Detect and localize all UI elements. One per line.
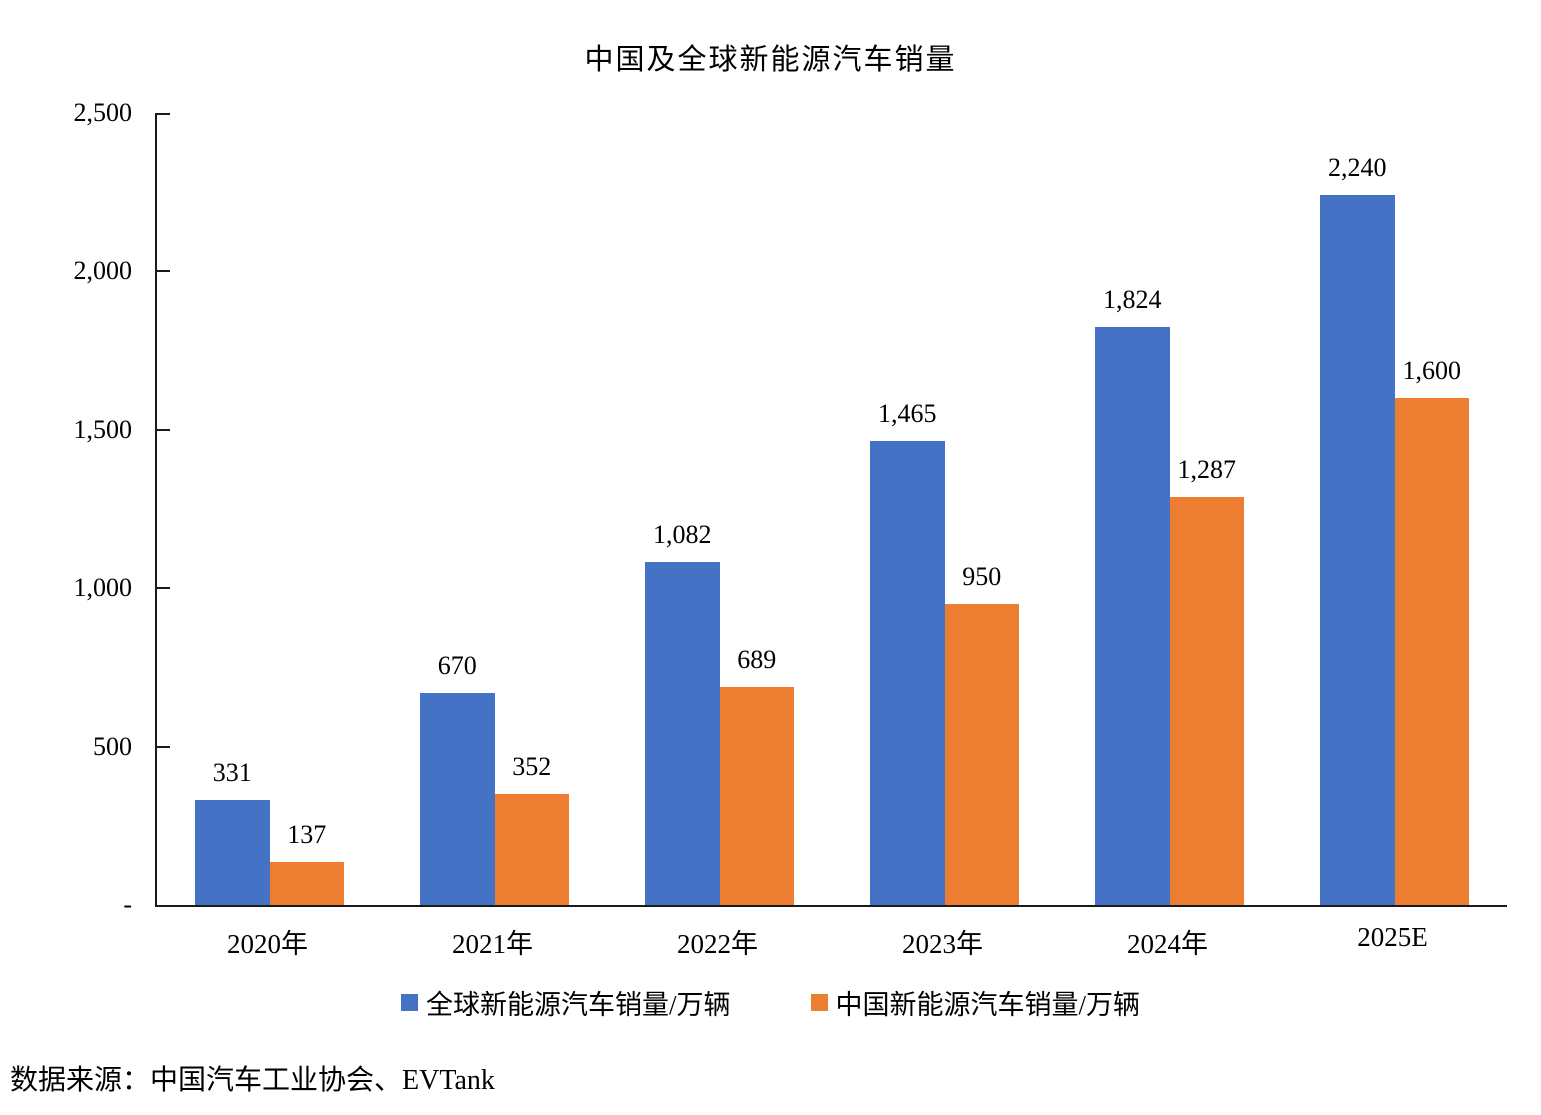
y-axis-label: 500 <box>93 731 132 761</box>
y-axis-label: 1,000 <box>73 573 133 603</box>
y-tick-mark <box>157 587 170 590</box>
x-category-label: 2022年 <box>677 929 758 959</box>
legend-swatch-icon <box>810 994 828 1011</box>
legend-item: 全球新能源汽车销量/万辆 <box>400 983 731 1022</box>
y-tick-mark <box>157 113 170 115</box>
x-category-label: 2023年 <box>902 929 983 959</box>
bar-value-label: 137 <box>287 819 327 849</box>
bar <box>719 686 794 905</box>
bar <box>645 562 720 905</box>
bar-value-label: 2,240 <box>1328 153 1387 183</box>
y-tick-mark <box>157 270 170 273</box>
legend: 全球新能源汽车销量/万辆 中国新能源汽车销量/万辆 <box>0 983 1541 1022</box>
bar-value-label: 1,824 <box>1103 285 1162 315</box>
legend-label: 全球新能源汽车销量/万辆 <box>425 990 731 1020</box>
x-category-label: 2020年 <box>227 929 308 959</box>
bar-value-label: 1,082 <box>653 520 712 550</box>
y-axis-label: 2,000 <box>73 256 133 286</box>
bar <box>1095 327 1170 905</box>
y-axis-label: - <box>123 890 132 919</box>
y-axis-label: 2,500 <box>73 98 133 127</box>
bar-value-label: 950 <box>962 562 1002 592</box>
y-tick-mark <box>157 745 170 748</box>
x-category-label: 2025E <box>1357 922 1428 952</box>
bar-value-label: 1,600 <box>1402 356 1462 386</box>
bar <box>1394 398 1469 905</box>
bar <box>269 861 344 905</box>
bar <box>195 800 270 905</box>
y-axis: - 500 1,000 1,500 2,000 2,500 <box>0 99 133 919</box>
legend-swatch-icon <box>400 994 418 1011</box>
y-axis-label: 1,500 <box>73 414 133 444</box>
legend-item: 中国新能源汽车销量/万辆 <box>810 983 1141 1022</box>
plot-area: 331 137 670 352 1,082 689 1,465 950 1,824 1,287 2,… <box>155 113 1507 907</box>
legend-label: 中国新能源汽车销量/万辆 <box>835 990 1141 1020</box>
x-category-label: 2021年 <box>452 929 533 959</box>
bar <box>870 440 945 905</box>
bar-value-label: 1,465 <box>878 398 937 428</box>
chart-title: 中国及全球新能源汽车销量 <box>584 44 957 76</box>
x-category-label: 2024年 <box>1127 929 1208 959</box>
bar <box>1169 497 1244 905</box>
bar-value-label: 670 <box>437 650 477 680</box>
bar-value-label: 331 <box>212 758 252 788</box>
bar <box>420 692 495 905</box>
bar-value-label: 689 <box>737 644 777 674</box>
bar <box>1320 195 1395 905</box>
bar-value-label: 352 <box>512 751 552 781</box>
y-tick-mark <box>157 428 170 431</box>
x-axis: 2020年 2021年 2022年 2023年 2024年 2025E <box>155 922 1505 962</box>
bar <box>494 793 569 905</box>
bar-value-label: 1,287 <box>1177 455 1237 485</box>
bar <box>944 604 1019 905</box>
source-note: 数据来源：中国汽车工业协会、EVTank <box>10 1065 495 1096</box>
